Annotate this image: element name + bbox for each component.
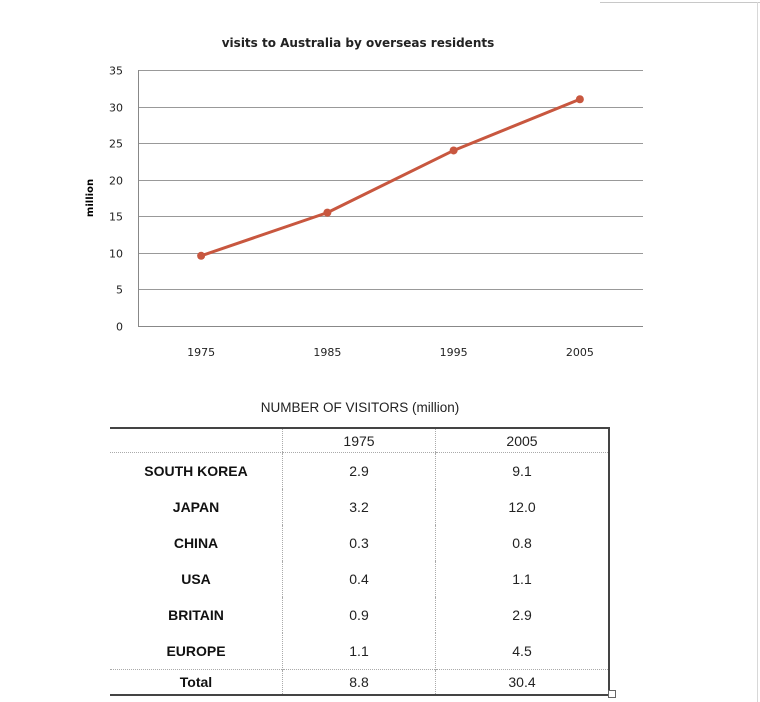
country-cell: JAPAN	[172, 499, 220, 515]
header-cell: 2005	[435, 428, 609, 453]
chart-title: visits to Australia by overseas resident…	[222, 36, 495, 50]
y-axis-label: million	[85, 179, 96, 217]
data-point	[323, 208, 332, 217]
data-point	[449, 146, 458, 155]
total-value: 30.4	[435, 669, 609, 695]
table-row: EUROPE 1.1 4.5	[110, 633, 609, 670]
value-cell: 4.5	[435, 633, 609, 670]
header-cell	[110, 428, 283, 453]
country-cell: SOUTH KOREA	[144, 463, 248, 479]
table-row: BRITAIN 0.9 2.9	[110, 597, 609, 633]
y-tick-label: 10	[109, 248, 123, 261]
value-cell: 0.3	[282, 525, 436, 561]
table-title: NUMBER OF VISITORS (million)	[260, 400, 460, 415]
y-tick-label: 0	[116, 321, 123, 334]
total-label: Total	[110, 669, 283, 695]
x-tick-label: 1995	[440, 346, 468, 359]
value-cell: 1.1	[435, 561, 609, 597]
country-cell: EUROPE	[166, 643, 226, 659]
y-tick-label: 25	[109, 138, 123, 151]
table-row: SOUTH KOREA 2.9 9.1	[110, 452, 609, 489]
y-tick-label: 15	[109, 211, 123, 224]
x-tick-label: 1985	[313, 346, 341, 359]
visitors-table: 1975 2005 SOUTH KOREA 2.9 9.1 JAPAN 3.2 12.0…	[110, 427, 610, 696]
x-tick-label: 2005	[566, 346, 594, 359]
value-cell: 2.9	[282, 452, 436, 489]
value-cell: 0.4	[282, 561, 436, 597]
value-cell: 1.1	[282, 633, 436, 670]
value-cell: 12.0	[435, 489, 609, 525]
y-tick-label: 35	[109, 65, 123, 78]
data-point	[575, 95, 584, 104]
x-tick-label: 1975	[187, 346, 215, 359]
country-cell: CHINA	[173, 535, 219, 551]
data-point	[197, 251, 206, 260]
table-row: CHINA 0.3 0.8	[110, 525, 609, 561]
y-tick-label: 20	[109, 175, 123, 188]
page-edge-right	[757, 2, 758, 702]
value-cell: 0.9	[282, 597, 436, 633]
value-cell: 3.2	[282, 489, 436, 525]
header-cell: 1975	[282, 428, 436, 453]
value-cell: 9.1	[435, 452, 609, 489]
table-total-row: Total 8.8 30.4	[110, 669, 609, 695]
table-row: JAPAN 3.2 12.0	[110, 489, 609, 525]
page-edge-top	[600, 2, 760, 3]
line-chart: visits to Australia by overseas resident…	[85, 36, 643, 359]
total-value: 8.8	[282, 669, 436, 695]
y-tick-label: 30	[109, 102, 123, 115]
y-tick-label: 5	[116, 284, 123, 297]
country-cell: BRITAIN	[168, 607, 224, 623]
table-header-row: 1975 2005	[110, 428, 609, 453]
country-cell: USA	[181, 571, 211, 587]
series-line	[200, 97, 581, 258]
table-resize-handle[interactable]	[608, 690, 616, 698]
value-cell: 0.8	[435, 525, 609, 561]
table-row: USA 0.4 1.1	[110, 561, 609, 597]
value-cell: 2.9	[435, 597, 609, 633]
